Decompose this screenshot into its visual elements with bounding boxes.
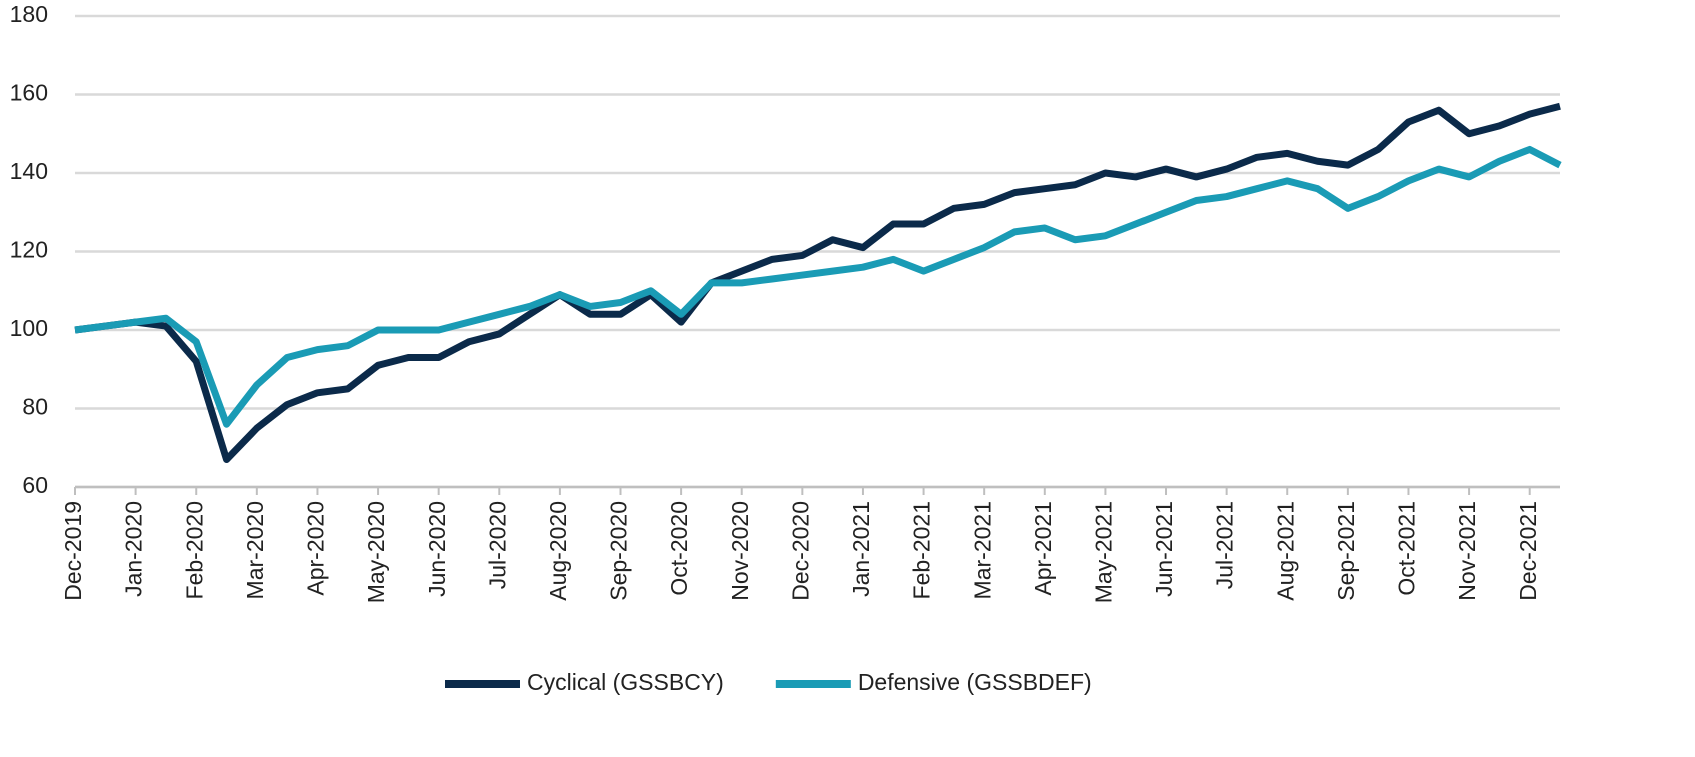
x-tick-label: Oct-2020 [666, 501, 692, 596]
x-tick-label: Jun-2021 [1151, 501, 1177, 597]
x-tick-label: Dec-2020 [787, 501, 813, 601]
series-line [74, 145, 1562, 428]
x-tick-label: Oct-2021 [1394, 501, 1420, 596]
x-tick-label: Apr-2020 [303, 501, 329, 596]
x-tick-label: Jul-2021 [1212, 501, 1238, 589]
x-tick-label: Feb-2020 [181, 501, 207, 599]
x-tick-label: Jan-2021 [848, 501, 874, 597]
y-tick-label: 180 [10, 1, 48, 27]
x-tick-label: Aug-2021 [1272, 501, 1298, 601]
x-tick-label: Jun-2020 [424, 501, 450, 597]
y-tick-label: 60 [22, 472, 48, 498]
x-tick-label: Nov-2021 [1454, 501, 1480, 601]
x-tick-label: Dec-2021 [1515, 501, 1541, 601]
y-tick-label: 100 [10, 315, 48, 341]
series-line [74, 102, 1561, 464]
x-tick-label: Jan-2020 [121, 501, 147, 597]
x-tick-label: May-2020 [363, 501, 389, 603]
x-tick-label: Sep-2020 [606, 501, 632, 601]
y-tick-label: 160 [10, 80, 48, 106]
x-tick-label: Mar-2020 [242, 501, 268, 599]
x-tick-label: Aug-2020 [545, 501, 571, 601]
y-tick-label: 80 [22, 394, 48, 420]
legend-label: Defensive (GSSBDEF) [858, 669, 1092, 695]
x-tick-label: May-2021 [1090, 501, 1116, 603]
x-tick-label: Nov-2020 [727, 501, 753, 601]
x-tick-label: Feb-2021 [909, 501, 935, 599]
y-tick-label: 120 [10, 237, 48, 263]
x-tick-label: Mar-2021 [969, 501, 995, 599]
x-tick-label: Jul-2020 [484, 501, 510, 589]
legend-label: Cyclical (GSSBCY) [527, 669, 724, 695]
x-tick-label: Sep-2021 [1333, 501, 1359, 601]
x-tick-label: Dec-2019 [60, 501, 86, 601]
x-tick-label: Apr-2021 [1030, 501, 1056, 596]
y-tick-label: 140 [10, 158, 48, 184]
